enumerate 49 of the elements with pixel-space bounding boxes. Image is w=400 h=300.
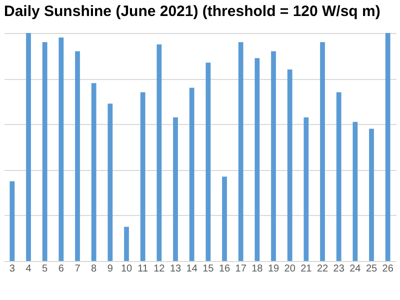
x-tick-label: 14 <box>186 264 198 274</box>
x-tick-label: 23 <box>333 264 345 274</box>
bar <box>10 181 15 261</box>
bar <box>173 117 178 261</box>
bar <box>222 176 227 261</box>
x-tick-label: 7 <box>74 264 81 274</box>
bar <box>206 62 211 261</box>
x-tick-label: 6 <box>58 264 64 274</box>
x-tick-label: 17 <box>235 264 247 274</box>
bar <box>108 104 113 261</box>
bar <box>42 42 48 261</box>
bar <box>26 33 31 261</box>
x-tick-label: 11 <box>138 264 148 274</box>
bar <box>156 44 162 261</box>
bar <box>91 83 96 261</box>
bar <box>254 58 260 261</box>
x-tick-label: 4 <box>26 264 32 274</box>
x-tick-label: 26 <box>382 264 394 274</box>
bar <box>320 42 325 261</box>
x-tick-label: 8 <box>91 264 98 274</box>
bar <box>336 92 342 261</box>
chart-title: Daily Sunshine (June 2021) (threshold = 120 W/sq m) <box>4 3 380 20</box>
x-tick-label: 20 <box>284 264 296 274</box>
x-tick-label: 18 <box>252 264 264 274</box>
bar <box>369 128 374 261</box>
x-tick-label: 15 <box>202 264 214 274</box>
bar <box>124 226 129 261</box>
bar <box>385 33 390 261</box>
bar <box>352 122 358 261</box>
x-tick-label: 16 <box>218 264 230 274</box>
x-tick-label: 21 <box>300 264 312 274</box>
x-tick-label: 22 <box>316 264 328 274</box>
bar <box>75 51 80 261</box>
bar <box>189 88 194 261</box>
bar <box>238 42 244 261</box>
x-tick-label: 25 <box>366 264 378 274</box>
x-tick-label: 19 <box>268 264 280 274</box>
bar <box>304 117 309 261</box>
bar <box>140 92 146 261</box>
x-tick-label: 24 <box>350 264 362 274</box>
x-tick-label: 10 <box>120 264 132 274</box>
x-tick-label: 5 <box>42 264 48 274</box>
x-tick-label: 12 <box>154 264 166 274</box>
bar <box>271 51 276 261</box>
bar <box>58 38 64 261</box>
x-tick-label: 13 <box>170 264 182 274</box>
x-tick-label: 3 <box>9 264 16 274</box>
x-tick-label: 9 <box>107 264 114 274</box>
bar <box>287 69 292 261</box>
